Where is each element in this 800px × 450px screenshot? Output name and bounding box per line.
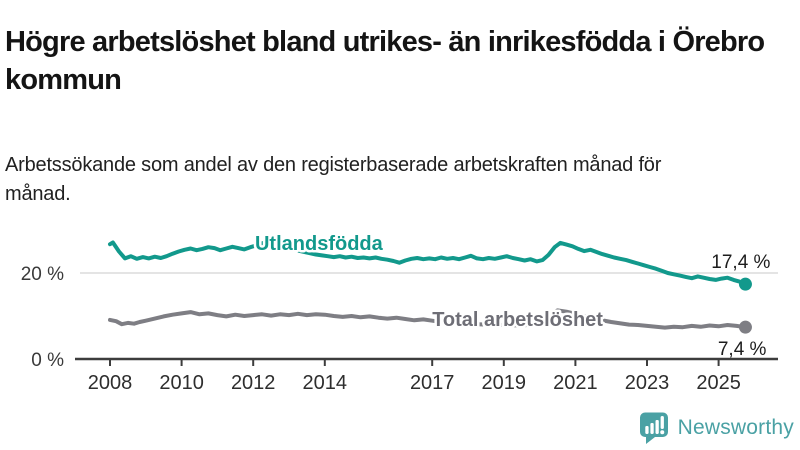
series-end-value-utlandsfodda: 17,4 % [711,252,770,273]
y-tick-label-20: 20 % [21,264,64,285]
x-tick-label-2019: 2019 [482,372,527,394]
series-line-utlandsfodda [108,239,748,287]
series-line-total [108,308,748,330]
series-end-dot-utlandsfodda [738,277,752,291]
x-tick-label-2025: 2025 [696,372,741,394]
x-tick-label-2012: 2012 [231,372,276,394]
series-label-utlandsfodda: Utlandsfödda [255,233,384,255]
series-end-value-total: 7,4 % [718,339,767,360]
x-tick-label-2010: 2010 [159,372,204,394]
x-tick-label-2017: 2017 [410,372,455,394]
x-tick-label-2014: 2014 [303,372,348,394]
y-tick-label-0: 0 % [31,350,64,371]
page-title: Högre arbetslöshet bland utrikes- än inr… [5,26,765,97]
newsworthy-logo-icon [639,412,668,444]
x-tick-label-2021: 2021 [553,372,598,394]
newsworthy-brand[interactable]: Newsworthy [638,411,794,445]
line-chart: 0 % 20 % 2008 2010 2012 2014 2017 2019 2021 2023 2… [0,205,800,410]
chart-canvas: 0 % 20 % 2008 2010 2012 2014 2017 2019 2021 2023 2… [21,230,778,394]
x-tick-label-2023: 2023 [625,372,670,394]
series-end-dot-total [738,320,752,334]
x-tick-label-2008: 2008 [88,372,133,394]
chart-subtitle: Arbetssökande som andel av den registerb… [5,154,662,205]
newsworthy-brand-name: Newsworthy [677,416,794,439]
series-label-total: Total arbetslöshet [432,309,603,331]
